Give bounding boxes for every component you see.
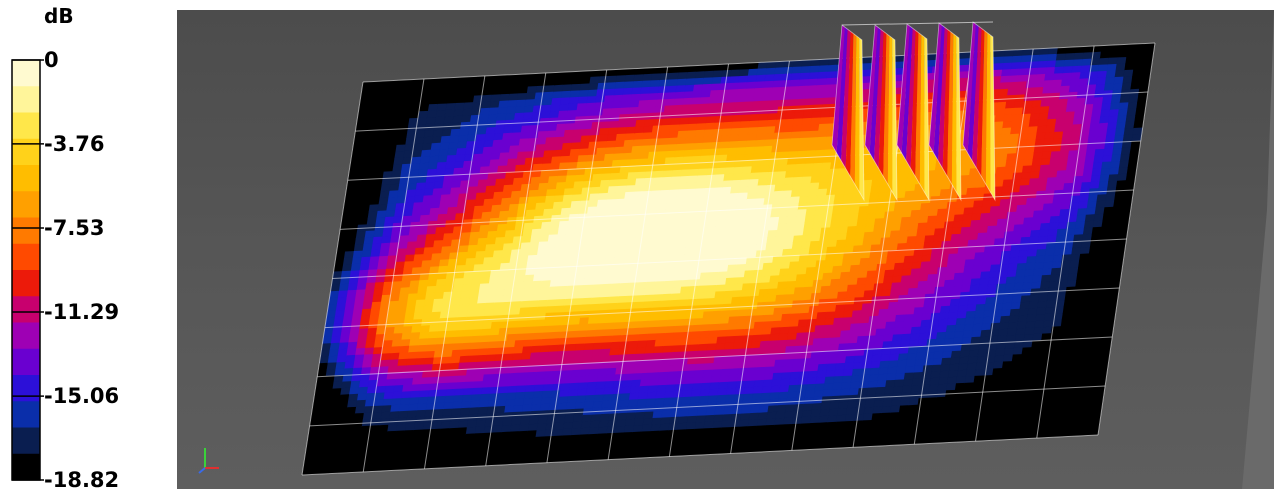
legend-swatch <box>12 112 40 140</box>
legend-tick-label: -3.76 <box>44 132 105 156</box>
legend-swatch <box>12 60 40 87</box>
source-fins <box>831 21 996 202</box>
legend-swatch <box>12 348 40 376</box>
legend-swatch <box>12 296 40 323</box>
legend-tick-label: -7.53 <box>44 216 105 240</box>
legend-swatch <box>12 165 40 192</box>
axis-triad-icon <box>198 448 219 474</box>
source-fin <box>928 22 962 202</box>
color-legend: dB 0 -3.76 -7.53 -11.29 -15.06 -18.82 <box>0 0 170 489</box>
source-fin <box>864 24 898 202</box>
legend-swatch <box>12 375 40 402</box>
legend-swatch <box>12 427 40 455</box>
surface-plot[interactable] <box>177 10 1274 489</box>
legend-tick-label: 0 <box>44 48 59 72</box>
legend-swatch <box>12 401 40 428</box>
legend-tick-label: -15.06 <box>44 384 119 408</box>
legend-swatch <box>12 453 40 481</box>
legend-colorbar: 0 -3.76 -7.53 -11.29 -15.06 -18.82 <box>11 48 119 489</box>
legend-tick-label: -18.82 <box>44 468 119 489</box>
source-fin <box>831 24 865 202</box>
legend-tick-label: -11.29 <box>44 300 119 324</box>
legend-swatch <box>12 217 40 245</box>
legend-swatch <box>12 322 40 350</box>
legend-unit-label: dB <box>44 4 74 28</box>
legend-swatch <box>12 243 40 271</box>
legend-swatch <box>12 191 40 218</box>
legend-swatch <box>12 270 40 297</box>
legend-swatch <box>12 138 40 166</box>
source-fin <box>962 21 996 202</box>
legend-swatch <box>12 86 40 113</box>
viewport-wall <box>1242 10 1274 489</box>
source-fin <box>896 23 930 202</box>
3d-viewport[interactable] <box>177 10 1274 489</box>
